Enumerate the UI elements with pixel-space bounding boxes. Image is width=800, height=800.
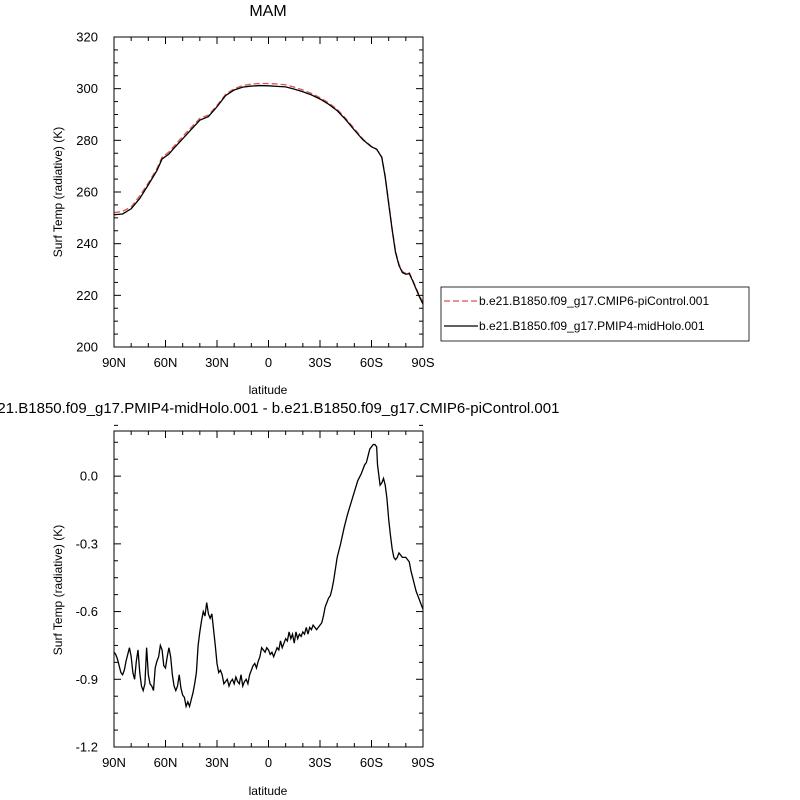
- top-chart-ylabel: Surf Temp (radiative) (K): [51, 127, 65, 257]
- bottom-y-tick-label: -0.9: [76, 672, 98, 687]
- top-y-tick-label: 240: [76, 236, 98, 251]
- bottom-y-tick-label: 0.0: [80, 469, 98, 484]
- bottom-series-line-1: [114, 443, 423, 709]
- top-legend-label-1: b.e21.B1850.f09_g17.CMIP6-piControl.001: [479, 294, 709, 308]
- top-y-tick-label: 260: [76, 185, 98, 200]
- top-x-tick-label: 60N: [154, 355, 178, 370]
- bottom-y-tick-label: -1.2: [76, 740, 98, 755]
- top-y-tick-label: 220: [76, 288, 98, 303]
- top-chart-title: MAM: [249, 3, 286, 20]
- top-x-tick-label: 90N: [102, 355, 126, 370]
- bottom-x-tick-label: 60N: [154, 755, 178, 770]
- top-x-tick-label: 90S: [411, 355, 434, 370]
- top-x-tick-label: 30S: [308, 355, 331, 370]
- top-series-line-1: [114, 82, 423, 303]
- bottom-x-tick-label: 30N: [205, 755, 229, 770]
- bottom-plot-frame: [113, 430, 424, 748]
- bottom-chart-plot: 90N 60N 30N 0 30S 60S 90S 0.0 -0.3 -0.6 -0.9 -1.2: [76, 424, 435, 770]
- top-x-tick-label: 60S: [360, 355, 383, 370]
- top-series-line-2: [114, 84, 423, 305]
- bottom-chart-ylabel: Surf Temp (radiative) (K): [51, 525, 65, 655]
- bottom-chart-title: b.e21.B1850.f09_g17.PMIP4-midHolo.001 - …: [0, 400, 559, 417]
- top-chart-xlabel: latitude: [249, 383, 288, 397]
- top-y-tick-label: 280: [76, 133, 98, 148]
- bottom-y-tick-label: -0.3: [76, 536, 98, 551]
- top-legend-label-2: b.e21.B1850.f09_g17.PMIP4-midHolo.001: [479, 319, 705, 333]
- bottom-x-tick-label: 90N: [102, 755, 126, 770]
- top-y-tick-label: 200: [76, 340, 98, 355]
- bottom-x-tick-label: 90S: [411, 755, 434, 770]
- top-y-tick-label: 300: [76, 81, 98, 96]
- bottom-x-tick-label: 0: [265, 755, 272, 770]
- bottom-x-tick-label: 30S: [308, 755, 331, 770]
- top-chart-plot: 90N 60N 30N 0 30S 60S 90S 200 220 240 260 280 300 320: [76, 30, 435, 371]
- bottom-y-tick-label: -0.6: [76, 604, 98, 619]
- bottom-x-tick-label: 60S: [360, 755, 383, 770]
- top-x-tick-label: 30N: [205, 355, 229, 370]
- bottom-chart-xlabel: latitude: [249, 784, 288, 798]
- top-y-tick-label: 320: [76, 30, 98, 45]
- top-x-tick-label: 0: [265, 355, 272, 370]
- top-chart-legend-box: [440, 286, 750, 342]
